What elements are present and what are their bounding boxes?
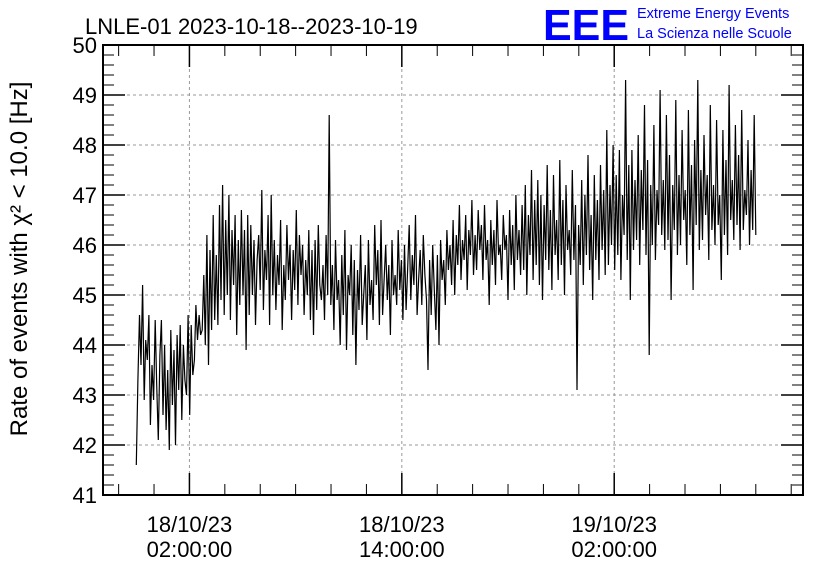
eee-logo: EEE Extreme Energy Events La Scienza nel… <box>543 1 792 50</box>
x-tick-label: 14:00:00 <box>359 537 445 562</box>
y-tick-label: 45 <box>73 283 97 308</box>
y-tick-label: 47 <box>73 183 97 208</box>
y-tick-label: 44 <box>73 333 97 358</box>
x-tick-label: 18/10/23 <box>147 512 233 537</box>
logo-line2: La Scienza nelle Scuole <box>637 26 792 42</box>
x-tick-label: 02:00:00 <box>571 537 657 562</box>
y-tick-label: 48 <box>73 133 97 158</box>
y-tick-label: 49 <box>73 83 97 108</box>
y-tick-label: 43 <box>73 383 97 408</box>
x-tick-label: 18/10/23 <box>359 512 445 537</box>
series-line <box>135 79 757 466</box>
y-tick-label: 46 <box>73 233 97 258</box>
x-tick-label: 19/10/23 <box>571 512 657 537</box>
y-tick-label: 42 <box>73 433 97 458</box>
logo-mark: EEE <box>543 1 629 50</box>
y-tick-label: 41 <box>73 483 97 508</box>
y-tick-label: 50 <box>73 33 97 58</box>
y-tick-labels: 41 42 43 44 45 46 47 48 49 50 <box>73 33 97 508</box>
logo-line1: Extreme Energy Events <box>637 6 789 22</box>
x-tick-label: 02:00:00 <box>147 537 233 562</box>
plot-frame <box>102 44 804 496</box>
x-tick-labels: 18/10/2302:00:0018/10/2314:00:0019/10/23… <box>147 512 657 562</box>
chart-title: LNLE-01 2023-10-18--2023-10-19 <box>85 14 418 39</box>
y-axis-label: Rate of events with χ² < 10.0 [Hz] <box>6 82 33 437</box>
